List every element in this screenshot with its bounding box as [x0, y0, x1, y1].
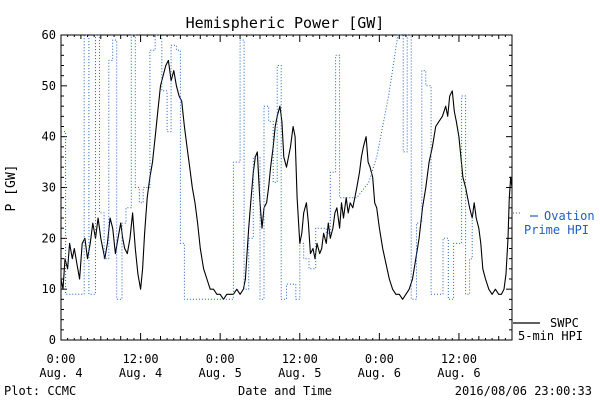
y-tick-label: 60	[42, 28, 56, 42]
legend-ovation-line1: Ovation	[544, 209, 595, 223]
series-line-swpc-5-min-hpi	[60, 59, 513, 300]
y-tick-label: 30	[42, 181, 56, 195]
y-axis-label: P [GW]	[4, 165, 19, 212]
x-tick-label-time: 0:00	[365, 352, 394, 366]
x-tick-label-date: Aug. 5	[278, 366, 321, 380]
x-tick-label-time: 12:00	[123, 352, 159, 366]
y-tick-label: 0	[49, 333, 56, 347]
x-tick-label-date: Aug. 4	[119, 366, 162, 380]
plot-frame	[60, 34, 513, 341]
x-tick-label-date: Aug. 6	[358, 366, 401, 380]
x-tick-label-time: 12:00	[282, 352, 318, 366]
legend-ovation-line2: Prime HPI	[524, 223, 589, 237]
y-tick-label: 40	[42, 130, 56, 144]
x-tick-label-date: Aug. 6	[437, 366, 480, 380]
plot-credit: Plot: CCMC	[4, 384, 76, 398]
legend-swpc-line1: SWPC	[550, 316, 579, 330]
y-tick-label: 50	[42, 79, 56, 93]
chart-title: Hemispheric Power [GW]	[186, 14, 385, 32]
chart-legend: Ovation Prime HPI SWPC 5-min HPI	[513, 209, 595, 343]
legend-swpc-line2: 5-min HPI	[518, 329, 583, 343]
plot-timestamp: 2016/08/06 23:00:33	[455, 384, 592, 398]
x-axis-label: Date and Time	[238, 384, 332, 398]
x-tick-label-date: Aug. 4	[39, 366, 82, 380]
x-tick-label-time: 0:00	[47, 352, 76, 366]
chart-series-layer	[60, 34, 513, 300]
x-tick-label-time: 12:00	[441, 352, 477, 366]
series-line-ovation-prime-hpi	[61, 34, 477, 300]
y-tick-label: 10	[42, 282, 56, 296]
y-tick-label: 20	[42, 231, 56, 245]
x-tick-label-time: 0:00	[206, 352, 235, 366]
x-tick-label-date: Aug. 5	[198, 366, 241, 380]
